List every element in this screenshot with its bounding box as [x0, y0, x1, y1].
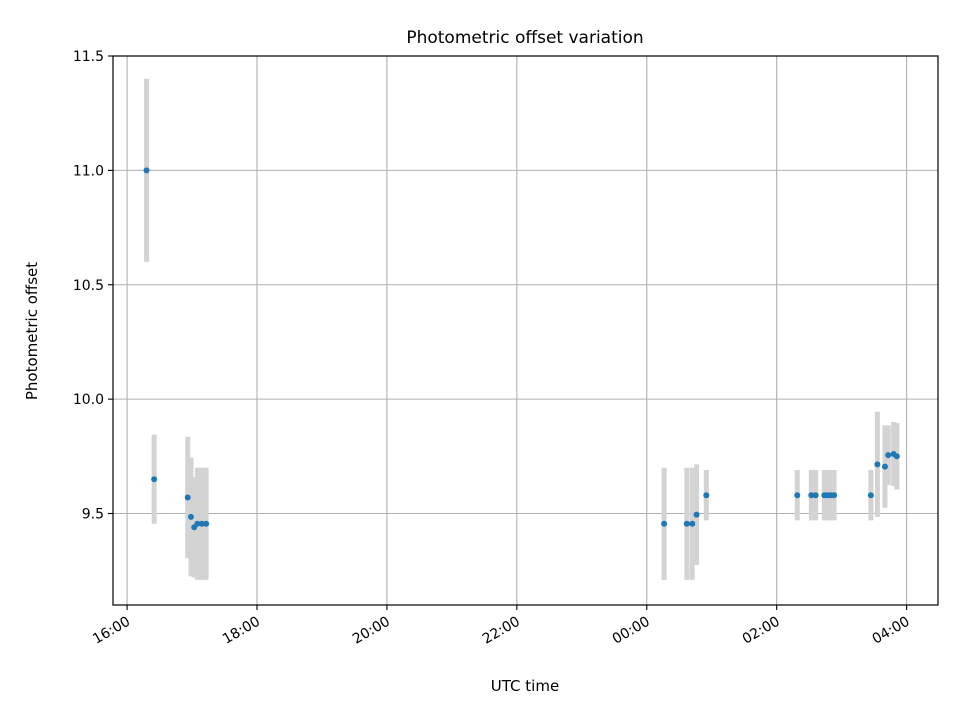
data-point: [151, 476, 158, 483]
chart-title: Photometric offset variation: [406, 28, 643, 48]
data-point: [867, 492, 874, 499]
data-point: [874, 461, 881, 468]
data-points: [143, 167, 900, 531]
y-tick-label: 10.5: [73, 278, 104, 294]
data-point: [198, 520, 205, 527]
data-point: [661, 520, 668, 527]
x-axis-title: UTC time: [491, 677, 559, 695]
data-point: [693, 511, 700, 518]
data-point: [885, 452, 892, 459]
y-axis-title: Photometric offset: [23, 262, 41, 400]
data-point: [683, 520, 690, 527]
y-tick-label: 11.0: [73, 163, 104, 179]
data-point: [794, 492, 801, 499]
plot-frame: [112, 55, 939, 606]
data-point: [703, 492, 710, 499]
data-point: [194, 520, 201, 527]
data-point: [808, 492, 815, 499]
data-point: [203, 520, 210, 527]
data-point: [893, 453, 900, 460]
data-point: [184, 494, 191, 501]
y-tick-label: 11.5: [73, 49, 104, 65]
data-point: [143, 167, 150, 174]
data-point: [881, 463, 888, 470]
data-point: [831, 492, 838, 499]
y-tick-label: 10.0: [73, 392, 104, 408]
data-point: [689, 520, 696, 527]
y-tick-label: 9.5: [82, 507, 104, 523]
data-point: [187, 513, 194, 520]
data-point: [812, 492, 819, 499]
